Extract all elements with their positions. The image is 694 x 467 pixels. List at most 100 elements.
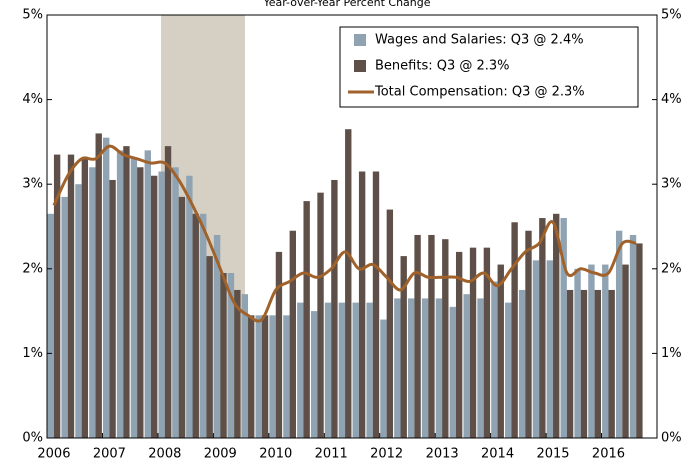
bar: [227, 273, 235, 438]
bar: [566, 289, 574, 438]
bar: [615, 230, 623, 438]
bar: [532, 260, 540, 438]
line: [52, 144, 637, 323]
bar: [588, 264, 595, 438]
bar: [303, 201, 310, 438]
bar: [366, 302, 373, 438]
bar: [636, 243, 643, 438]
bar: [463, 294, 470, 438]
bar: [150, 175, 158, 439]
bar: [241, 294, 249, 438]
bar: [594, 289, 601, 438]
bar: [629, 234, 637, 438]
y-tick-label: 0%: [22, 431, 43, 446]
bar: [511, 222, 518, 438]
x-tick-label: 2006: [37, 447, 70, 462]
bar: [400, 256, 407, 438]
legend-label: Benefits: Q3 @ 2.3%: [375, 59, 510, 74]
bar: [75, 184, 82, 438]
bar: [394, 298, 401, 438]
bar: [491, 281, 498, 438]
bar: [602, 264, 609, 438]
bar: [213, 234, 221, 438]
bar: [137, 167, 144, 438]
x-tick-label: 2008: [148, 447, 181, 462]
x-tick-label: 2007: [93, 447, 126, 462]
legend: Wages and Salaries: Q3 @ 2.4% Benefits: Q…: [339, 26, 639, 108]
bar: [81, 158, 89, 438]
bar: [248, 315, 255, 438]
bar: [449, 306, 456, 438]
plot-frame: [46, 14, 658, 439]
bar: [89, 167, 96, 438]
bar: [345, 129, 352, 438]
bar: [116, 150, 124, 439]
bar: [53, 154, 61, 438]
bar: [574, 268, 581, 438]
bar: [338, 302, 346, 438]
bar: [144, 150, 151, 439]
bar: [220, 273, 227, 438]
y-tick-label: 3%: [22, 177, 43, 192]
bar: [525, 230, 532, 438]
bar: [483, 247, 491, 438]
y-tick-label: 1%: [22, 346, 43, 361]
bar: [158, 171, 165, 438]
bar: [67, 154, 75, 438]
bar: [192, 213, 199, 438]
bar: [352, 302, 359, 438]
y-tick-label: 2%: [22, 261, 43, 276]
bar: [580, 289, 588, 438]
bar: [386, 209, 394, 438]
bar: [560, 218, 567, 438]
bar: [428, 234, 435, 438]
legend-swatch: [354, 60, 366, 72]
bar: [469, 247, 477, 438]
bar: [372, 171, 380, 438]
bar: [297, 302, 304, 438]
bar: [546, 260, 554, 438]
x-tick-label: 2010: [259, 447, 292, 462]
bar: [317, 192, 324, 438]
x-tick-label: 2013: [426, 447, 459, 462]
bar: [206, 256, 213, 438]
y-tick-label: 5%: [22, 8, 43, 23]
bar: [61, 196, 68, 438]
bar: [103, 137, 110, 439]
x-tick-label: 2016: [592, 447, 625, 462]
bar: [408, 298, 415, 438]
bar: [109, 179, 116, 438]
x-tick-label: 2012: [370, 447, 403, 462]
x-tick-label: 2009: [204, 447, 237, 462]
bar: [255, 315, 262, 438]
bar: [477, 298, 484, 438]
y2-tick-label: 3%: [661, 177, 682, 192]
bar: [283, 315, 290, 438]
bar: [622, 264, 629, 438]
bar: [164, 146, 172, 438]
bar: [178, 196, 186, 438]
y2-tick-label: 4%: [661, 92, 682, 107]
x-tick-label: 2014: [481, 447, 514, 462]
bar: [414, 234, 421, 438]
plot-area: [47, 129, 643, 439]
chart-title: Year-over-Year Percent Change: [262, 0, 430, 9]
y2-tick-label: 5%: [661, 8, 682, 23]
bar: [123, 146, 130, 438]
bar: [324, 302, 332, 438]
bar: [261, 315, 269, 438]
bar: [421, 298, 429, 438]
legend-frame: [339, 26, 639, 108]
bar: [442, 239, 449, 438]
bar: [553, 213, 560, 438]
bar: [289, 230, 296, 438]
bar: [186, 175, 193, 439]
x-tick-label: 2011: [315, 447, 348, 462]
bar: [497, 264, 504, 438]
bar: [95, 133, 102, 438]
bar: [200, 213, 207, 438]
legend-label: Total Compensation: Q3 @ 2.3%: [374, 85, 585, 100]
bar: [435, 298, 443, 438]
bar: [331, 179, 338, 438]
